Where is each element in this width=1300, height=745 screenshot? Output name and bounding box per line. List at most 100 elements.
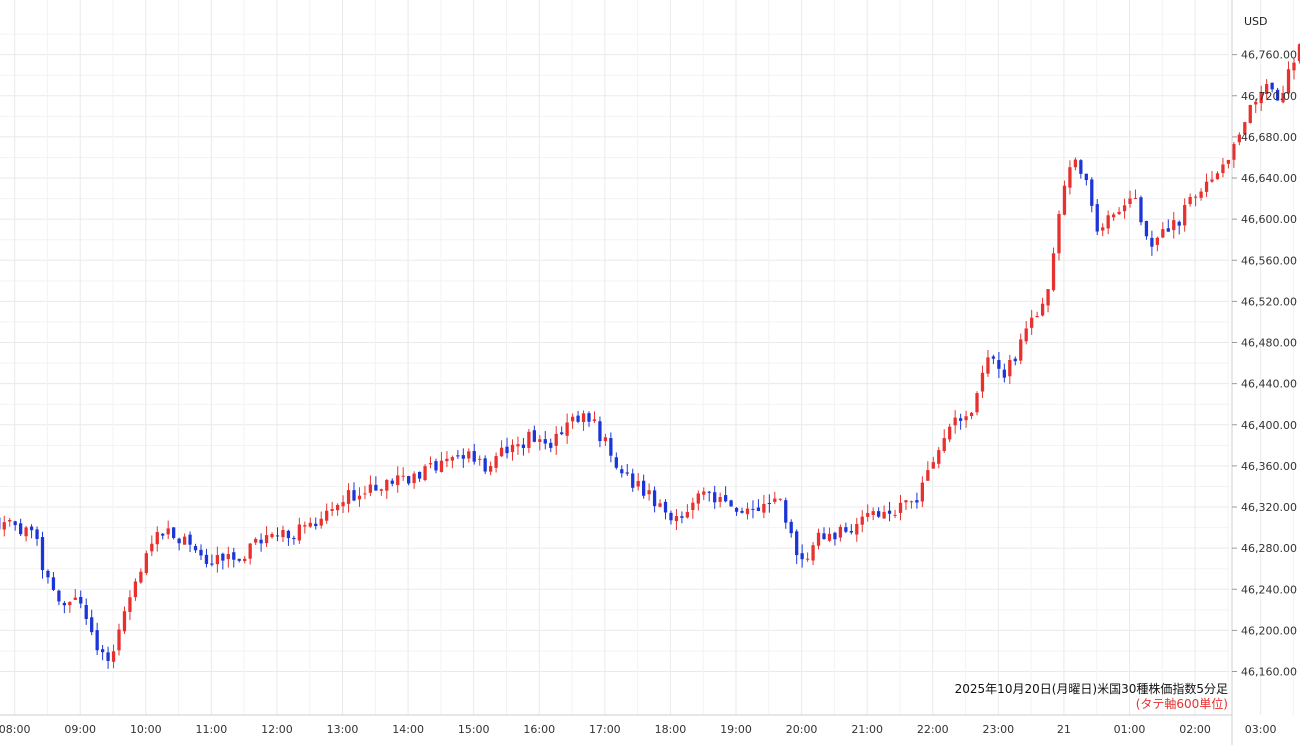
candle-up (696, 493, 700, 504)
candle-up (948, 426, 952, 440)
candle-down (521, 444, 526, 448)
candle-down (958, 418, 963, 421)
candle-up (1019, 339, 1023, 361)
candle-down (609, 438, 613, 456)
candle-up (226, 554, 230, 560)
candle-up (1188, 196, 1192, 205)
candle-up (827, 533, 832, 541)
candle-down (57, 590, 61, 602)
candle-down (84, 605, 88, 619)
candle-up (1254, 101, 1258, 105)
candle-up (718, 497, 722, 502)
candle-down (532, 430, 536, 442)
candle-up (1008, 359, 1012, 377)
candle-down (1177, 221, 1181, 226)
candle-up (73, 597, 77, 600)
candle-down (106, 652, 110, 661)
candle-down (390, 480, 394, 484)
candle-down (642, 480, 646, 496)
time-tick-label: 11:00 (196, 723, 228, 736)
candle-series (0, 43, 1300, 669)
candle-up (1122, 205, 1127, 212)
candle-up (325, 510, 329, 521)
candle-up (478, 458, 482, 460)
candle-up (445, 458, 449, 462)
candle-up (396, 475, 400, 486)
candle-down (991, 356, 996, 359)
candle-up (111, 651, 116, 662)
candle-up (264, 535, 269, 544)
candle-up (898, 502, 903, 513)
candle-up (986, 357, 990, 374)
candle-up (691, 502, 695, 510)
candle-up (1297, 44, 1300, 61)
candle-up (909, 501, 914, 503)
candle-up (816, 532, 821, 546)
grid-lines (0, 0, 1294, 715)
candle-down (576, 415, 580, 422)
candle-up (510, 444, 515, 453)
price-axis[interactable]: 46,160.00 46,200.00 46,240.00 46,280.00 46,3… (1232, 49, 1297, 679)
time-tick-label: 14:00 (392, 723, 424, 736)
candle-down (456, 455, 460, 457)
candle-down (877, 511, 881, 517)
candle-up (401, 475, 405, 477)
candle-down (292, 537, 296, 540)
candle-down (669, 512, 673, 521)
candle-down (997, 360, 1001, 369)
candle-up (270, 534, 274, 538)
candle-up (1248, 104, 1252, 123)
candle-up (122, 611, 127, 632)
candle-down (1090, 179, 1094, 206)
candle-down (723, 495, 728, 502)
candle-up (942, 438, 946, 451)
candle-up (319, 518, 323, 526)
candle-up (499, 447, 504, 457)
candle-down (29, 526, 34, 531)
price-tick-label: 46,400.00 (1241, 419, 1297, 432)
candle-up (1062, 185, 1067, 215)
candle-down (1139, 197, 1143, 223)
candle-up (969, 412, 974, 417)
candle-down (95, 630, 99, 651)
time-tick-label: 09:00 (64, 723, 96, 736)
candle-up (412, 473, 416, 484)
time-tick-label: 12:00 (261, 723, 293, 736)
candle-down (1270, 82, 1274, 90)
candle-up (68, 601, 72, 606)
time-tick-label: 23:00 (982, 723, 1014, 736)
candle-up (346, 490, 351, 504)
candle-up (439, 460, 444, 472)
candle-up (1204, 181, 1209, 192)
candle-down (756, 507, 761, 512)
candle-up (538, 439, 542, 442)
candle-up (1161, 229, 1165, 238)
candle-up (516, 444, 520, 447)
candle-up (647, 490, 651, 495)
candle-up (428, 463, 433, 465)
candle-down (90, 617, 94, 633)
candle-up (658, 503, 662, 507)
candle-up (1237, 134, 1241, 143)
candle-down (1144, 221, 1149, 237)
candle-up (980, 372, 985, 392)
candle-up (363, 493, 367, 495)
candle-up (253, 538, 258, 543)
time-tick-label: 18:00 (655, 723, 687, 736)
price-tick-label: 46,440.00 (1241, 378, 1297, 391)
time-tick-label: 03:00 (1245, 723, 1277, 736)
candle-up (838, 526, 843, 538)
price-tick-label: 46,160.00 (1241, 666, 1297, 679)
candle-up (330, 509, 334, 511)
time-axis[interactable]: 2008:0009:0010:0011:0012:0013:0014:0015:… (0, 723, 1300, 736)
candle-down (1079, 160, 1083, 174)
time-tick-label: 15:00 (458, 723, 490, 736)
candle-up (565, 422, 569, 436)
candle-up (975, 393, 979, 413)
candle-up (488, 465, 493, 472)
price-tick-label: 46,200.00 (1241, 624, 1297, 637)
time-tick-label: 20:00 (786, 723, 818, 736)
candle-up (133, 581, 138, 598)
candle-up (778, 498, 782, 500)
